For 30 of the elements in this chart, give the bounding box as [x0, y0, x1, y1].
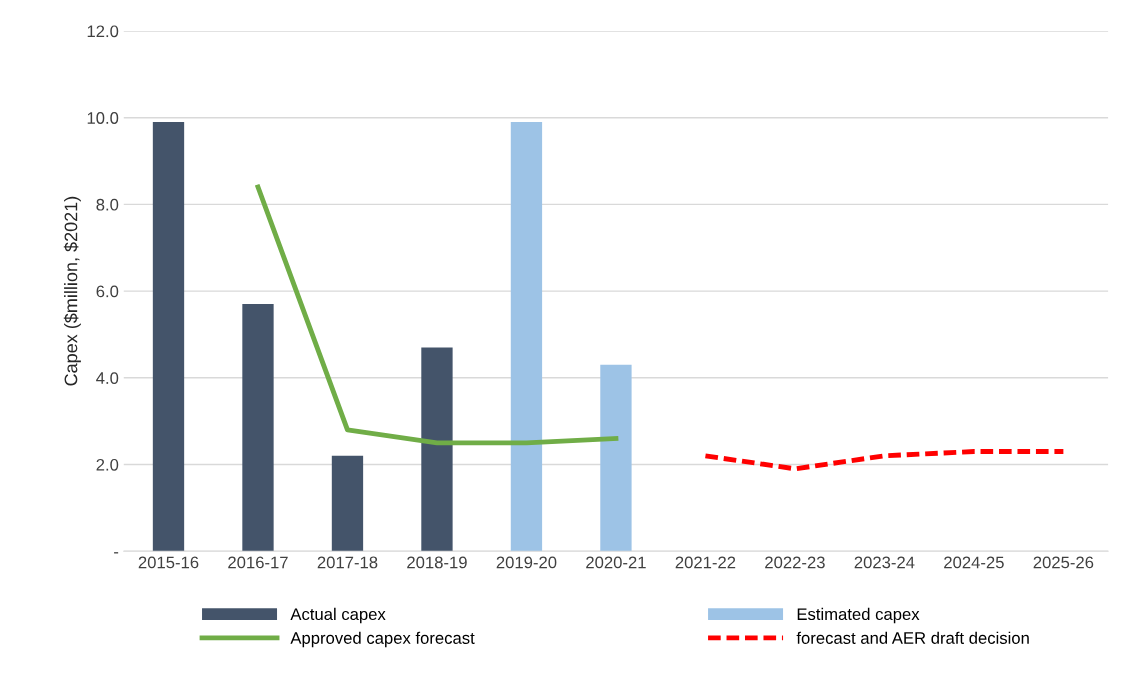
- bar: [510, 122, 543, 552]
- bar: [152, 122, 185, 552]
- x-tick-label: 2025-26: [1033, 556, 1094, 569]
- bar: [242, 304, 274, 552]
- legend-label: Actual capex: [290, 607, 386, 624]
- x-tick-label: 2021-22: [675, 556, 736, 569]
- legend-label: forecast and AER draft decision: [796, 631, 1029, 644]
- x-tick-label: 2020-21: [586, 556, 646, 569]
- x-tick-label: 2018-19: [407, 556, 467, 569]
- bar: [331, 455, 364, 552]
- bar: [600, 364, 632, 552]
- y-axis-title: Capex ($million, $2021): [63, 196, 81, 386]
- legend-label: Estimated capex: [797, 607, 920, 624]
- x-tick-label: 2023-24: [854, 556, 915, 569]
- y-tick-label: 6.0: [96, 285, 119, 298]
- x-tick-label: 2017-18: [317, 556, 378, 569]
- legend-label: Approved capex forecast: [290, 631, 475, 648]
- y-tick-label: 10.0: [87, 112, 119, 124]
- x-tick-label: 2016-17: [228, 556, 288, 569]
- line-series: [255, 184, 619, 446]
- y-tick-label: 4.0: [96, 372, 119, 384]
- y-tick-label: 2.0: [96, 458, 119, 471]
- bar: [421, 347, 453, 552]
- y-tick-label: -: [114, 552, 119, 554]
- x-tick-label: 2019-20: [496, 556, 557, 569]
- x-tick-label: 2015-16: [138, 556, 199, 569]
- x-tick-label: 2024-25: [944, 556, 1004, 569]
- y-tick-label: 8.0: [96, 198, 119, 211]
- x-tick-label: 2022-23: [765, 556, 825, 569]
- y-tick-label: 12.0: [87, 25, 119, 38]
